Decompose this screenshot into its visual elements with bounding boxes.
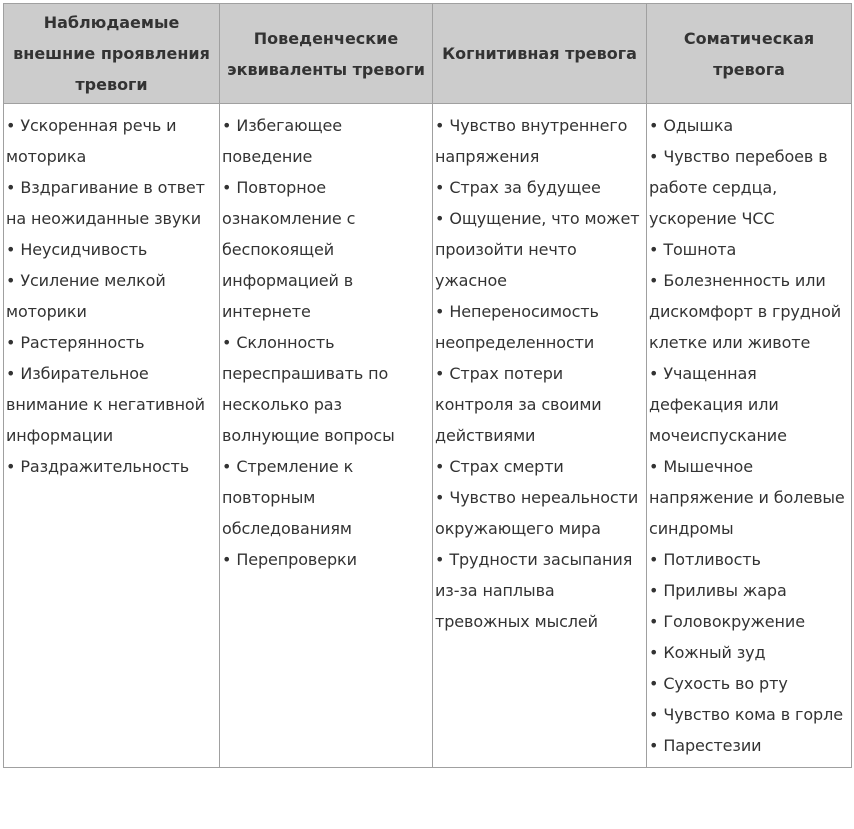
column-cell: • Избегающее поведение • Повторное ознако… [219, 103, 433, 768]
list-item: • Растерянность [6, 333, 145, 352]
list-item: • Страх за будущее [435, 178, 601, 197]
list-item: • Тошнота [649, 240, 737, 259]
list-item: • Кожный зуд [649, 643, 766, 662]
list-item: • Чувство нереальности окружающего мира [435, 488, 639, 538]
list-item: • Трудности засыпания из-за наплыва трев… [435, 550, 633, 631]
list-item: • Избегающее поведение [222, 116, 342, 166]
list-item: • Стремление к повторным обследованиям [222, 457, 354, 538]
header-observable: Наблюдаемые внешние проявления тревоги [3, 3, 220, 104]
header-behavioral: Поведенческие эквиваленты тревоги [219, 3, 433, 104]
list-item: • Одышка [649, 116, 734, 135]
list-item: • Непереносимость неопределенности [435, 302, 599, 352]
column-cell: • Одышка • Чувство перебоев в работе серд… [646, 103, 852, 768]
list-item: • Чувство кома в горле [649, 705, 843, 724]
list-item: • Неусидчивость [6, 240, 148, 259]
header-row: Наблюдаемые внешние проявления тревоги П… [3, 3, 852, 104]
list-item: • Учащенная дефекация или мочеиспускание [649, 364, 787, 445]
list-item: • Избирательное внимание к негативной ин… [6, 364, 205, 445]
list-item: • Страх потери контроля за своими действ… [435, 364, 602, 445]
list-item: • Вздрагивание в ответ на неожиданные зв… [6, 178, 205, 228]
header-cognitive: Когнитивная тревога [432, 3, 647, 104]
column-cell: • Чувство внутреннего напряжения • Страх … [432, 103, 647, 768]
list-item: • Сухость во рту [649, 674, 788, 693]
list-item: • Мышечное напряжение и болевые синдромы [649, 457, 845, 538]
list-item: • Головокружение [649, 612, 805, 631]
list-item: • Приливы жара [649, 581, 787, 600]
anxiety-symptoms-table: Наблюдаемые внешние проявления тревоги П… [3, 3, 852, 768]
column-cell: • Ускоренная речь и моторика • Вздрагиван… [3, 103, 220, 768]
list-item: • Страх смерти [435, 457, 564, 476]
list-item: • Усиление мелкой моторики [6, 271, 166, 321]
header-somatic: Соматическая тревога [646, 3, 852, 104]
list-item: • Потливость [649, 550, 761, 569]
list-item: • Перепроверки [222, 550, 357, 569]
list-item: • Болезненность или дискомфорт в грудной… [649, 271, 842, 352]
body-row: • Ускоренная речь и моторика • Вздрагиван… [3, 103, 852, 768]
list-item: • Раздражительность [6, 457, 190, 476]
list-item: • Чувство внутреннего напряжения [435, 116, 628, 166]
list-item: • Ощущение, что может произойти нечто уж… [435, 209, 640, 290]
list-item: • Чувство перебоев в работе сердца, уско… [649, 147, 828, 228]
list-item: • Повторное ознакомление с беспокоящей и… [222, 178, 356, 321]
list-item: • Ускоренная речь и моторика [6, 116, 177, 166]
list-item: • Склонность переспрашивать по несколько… [222, 333, 395, 445]
list-item: • Парестезии [649, 736, 762, 755]
